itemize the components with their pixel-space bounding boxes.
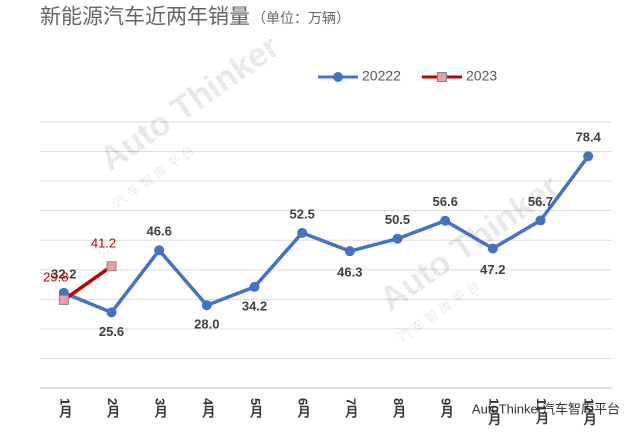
data-label: 32.2	[51, 266, 76, 281]
series-line	[63, 155, 590, 315]
data-label: 46.3	[337, 265, 362, 280]
data-label: 56.6	[433, 194, 458, 209]
series-line	[62, 264, 113, 302]
point	[106, 261, 117, 272]
x-tick-label: 8月	[391, 398, 407, 420]
point	[440, 215, 451, 226]
data-label: 56.7	[528, 194, 553, 209]
source-label: AutoThinker汽车智库平台	[472, 401, 620, 416]
data-label: 46.6	[147, 224, 172, 239]
chart-title: 新能源汽车近两年销量	[40, 5, 250, 29]
point	[249, 281, 260, 292]
data-label: 25.6	[99, 324, 124, 339]
legend-marker	[333, 72, 343, 82]
point	[154, 245, 165, 256]
data-label: 28.0	[194, 317, 219, 332]
x-tick-label: 5月	[248, 398, 264, 420]
x-tick-label: 11月	[534, 398, 550, 426]
legend-marker	[437, 72, 447, 82]
data-label: 50.5	[385, 212, 410, 227]
x-tick-label: 9月	[439, 398, 455, 420]
point	[58, 294, 69, 305]
data-label: 41.2	[91, 236, 116, 251]
x-tick-label: 6月	[296, 398, 312, 420]
point	[535, 215, 546, 226]
x-tick-label: 4月	[200, 398, 216, 420]
data-label: 78.4	[576, 130, 602, 145]
x-tick-label: 2月	[105, 398, 121, 420]
x-tick-label: 3月	[153, 398, 169, 420]
point	[344, 246, 355, 257]
point	[392, 233, 403, 244]
data-label: 29.8	[43, 269, 68, 284]
x-tick-label: 7月	[343, 398, 359, 420]
legend-label: 2023	[466, 68, 497, 84]
point	[583, 151, 594, 162]
point	[297, 227, 308, 238]
x-tick-label: 1月	[57, 398, 72, 420]
x-tick-label: 10月	[486, 398, 502, 427]
data-label: 47.2	[480, 262, 505, 277]
legend-label: 20222	[362, 68, 401, 84]
point	[487, 243, 498, 254]
data-label: 52.5	[290, 206, 315, 221]
data-label: 34.2	[242, 298, 267, 313]
chart-subtitle: （单位：万辆）	[252, 11, 350, 27]
x-tick-label: 12月	[582, 398, 598, 427]
point	[106, 307, 117, 318]
point	[201, 300, 212, 311]
